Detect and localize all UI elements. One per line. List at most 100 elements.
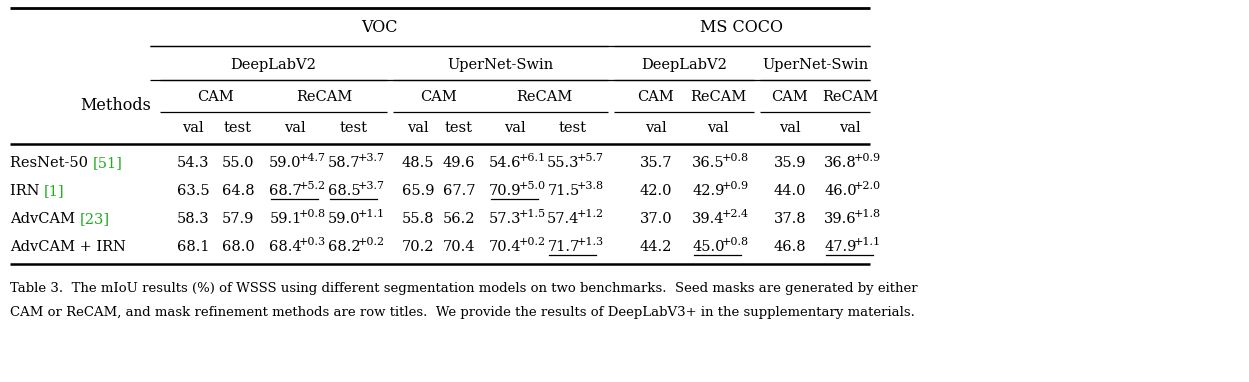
Text: CAM: CAM	[420, 90, 457, 104]
Text: Table 3.  The mIoU results (%) of WSSS using different segmentation models on tw: Table 3. The mIoU results (%) of WSSS us…	[10, 282, 918, 295]
Text: 44.2: 44.2	[639, 240, 672, 254]
Text: CAM: CAM	[197, 90, 234, 104]
Text: +1.3: +1.3	[577, 237, 605, 247]
Text: val: val	[182, 121, 204, 135]
Text: 58.7: 58.7	[328, 156, 361, 170]
Text: 68.1: 68.1	[177, 240, 210, 254]
Text: AdvCAM: AdvCAM	[10, 212, 80, 226]
Text: 57.4: 57.4	[547, 212, 580, 226]
Text: 47.9: 47.9	[824, 240, 857, 254]
Text: 68.4: 68.4	[269, 240, 302, 254]
Text: val: val	[707, 121, 729, 135]
Text: 44.0: 44.0	[773, 184, 807, 198]
Text: val: val	[839, 121, 861, 135]
Text: 58.3: 58.3	[176, 212, 210, 226]
Text: +0.8: +0.8	[299, 209, 326, 219]
Text: 57.3: 57.3	[490, 212, 522, 226]
Text: CAM: CAM	[772, 90, 808, 104]
Text: +0.2: +0.2	[520, 237, 546, 247]
Text: 70.4: 70.4	[490, 240, 522, 254]
Text: 46.8: 46.8	[773, 240, 807, 254]
Text: +2.0: +2.0	[854, 181, 881, 191]
Text: 54.6: 54.6	[490, 156, 522, 170]
Text: +0.8: +0.8	[722, 153, 749, 163]
Text: [51]: [51]	[92, 156, 122, 170]
Text: ReCAM: ReCAM	[822, 90, 878, 104]
Text: ReCAM: ReCAM	[689, 90, 746, 104]
Text: +5.2: +5.2	[299, 181, 326, 191]
Text: 35.9: 35.9	[773, 156, 807, 170]
Text: DeepLabV2: DeepLabV2	[641, 58, 727, 72]
Text: UperNet-Swin: UperNet-Swin	[447, 58, 553, 72]
Text: val: val	[285, 121, 306, 135]
Text: 45.0: 45.0	[692, 240, 724, 254]
Text: 65.9: 65.9	[402, 184, 435, 198]
Text: test: test	[340, 121, 368, 135]
Text: ReCAM: ReCAM	[296, 90, 352, 104]
Text: 37.0: 37.0	[639, 212, 672, 226]
Text: 55.8: 55.8	[402, 212, 435, 226]
Text: VOC: VOC	[361, 19, 397, 37]
Text: 48.5: 48.5	[402, 156, 435, 170]
Text: 46.0: 46.0	[824, 184, 857, 198]
Text: 56.2: 56.2	[442, 212, 476, 226]
Text: 68.0: 68.0	[221, 240, 255, 254]
Text: AdvCAM + IRN: AdvCAM + IRN	[10, 240, 126, 254]
Text: ResNet-50: ResNet-50	[10, 156, 92, 170]
Text: [23]: [23]	[80, 212, 110, 226]
Text: +3.8: +3.8	[577, 181, 605, 191]
Text: UperNet-Swin: UperNet-Swin	[762, 58, 868, 72]
Text: 70.4: 70.4	[442, 240, 476, 254]
Text: +1.5: +1.5	[520, 209, 546, 219]
Text: 37.8: 37.8	[773, 212, 807, 226]
Text: +5.7: +5.7	[577, 153, 605, 163]
Text: [1]: [1]	[44, 184, 65, 198]
Text: CAM: CAM	[638, 90, 674, 104]
Text: 68.5: 68.5	[328, 184, 361, 198]
Text: +1.8: +1.8	[854, 209, 881, 219]
Text: MS COCO: MS COCO	[701, 19, 783, 37]
Text: +1.1: +1.1	[358, 209, 385, 219]
Text: 55.3: 55.3	[547, 156, 580, 170]
Text: test: test	[560, 121, 587, 135]
Text: 39.4: 39.4	[692, 212, 724, 226]
Text: +1.1: +1.1	[854, 237, 881, 247]
Text: +0.3: +0.3	[299, 237, 326, 247]
Text: +3.7: +3.7	[358, 153, 385, 163]
Text: 70.9: 70.9	[490, 184, 522, 198]
Text: 59.0: 59.0	[269, 156, 302, 170]
Text: val: val	[779, 121, 801, 135]
Text: +1.2: +1.2	[577, 209, 605, 219]
Text: 42.9: 42.9	[692, 184, 724, 198]
Text: 68.7: 68.7	[269, 184, 302, 198]
Text: test: test	[224, 121, 252, 135]
Text: 63.5: 63.5	[176, 184, 210, 198]
Text: 36.8: 36.8	[824, 156, 857, 170]
Text: +4.7: +4.7	[299, 153, 326, 163]
Text: 35.7: 35.7	[639, 156, 672, 170]
Text: 59.1: 59.1	[270, 212, 301, 226]
Text: val: val	[646, 121, 667, 135]
Text: 59.0: 59.0	[328, 212, 361, 226]
Text: 67.7: 67.7	[442, 184, 476, 198]
Text: 55.0: 55.0	[222, 156, 255, 170]
Text: test: test	[445, 121, 473, 135]
Text: 36.5: 36.5	[692, 156, 724, 170]
Text: +0.9: +0.9	[854, 153, 881, 163]
Text: Methods: Methods	[80, 97, 151, 113]
Text: CAM or ReCAM, and mask refinement methods are row titles.  We provide the result: CAM or ReCAM, and mask refinement method…	[10, 306, 914, 319]
Text: 39.6: 39.6	[824, 212, 857, 226]
Text: 71.7: 71.7	[547, 240, 580, 254]
Text: val: val	[505, 121, 526, 135]
Text: val: val	[407, 121, 428, 135]
Text: +3.7: +3.7	[358, 181, 385, 191]
Text: 68.2: 68.2	[328, 240, 361, 254]
Text: 42.0: 42.0	[639, 184, 672, 198]
Text: 71.5: 71.5	[547, 184, 580, 198]
Text: 49.6: 49.6	[442, 156, 476, 170]
Text: +6.1: +6.1	[520, 153, 546, 163]
Text: +5.0: +5.0	[520, 181, 546, 191]
Text: +2.4: +2.4	[722, 209, 749, 219]
Text: +0.2: +0.2	[358, 237, 385, 247]
Text: 64.8: 64.8	[221, 184, 255, 198]
